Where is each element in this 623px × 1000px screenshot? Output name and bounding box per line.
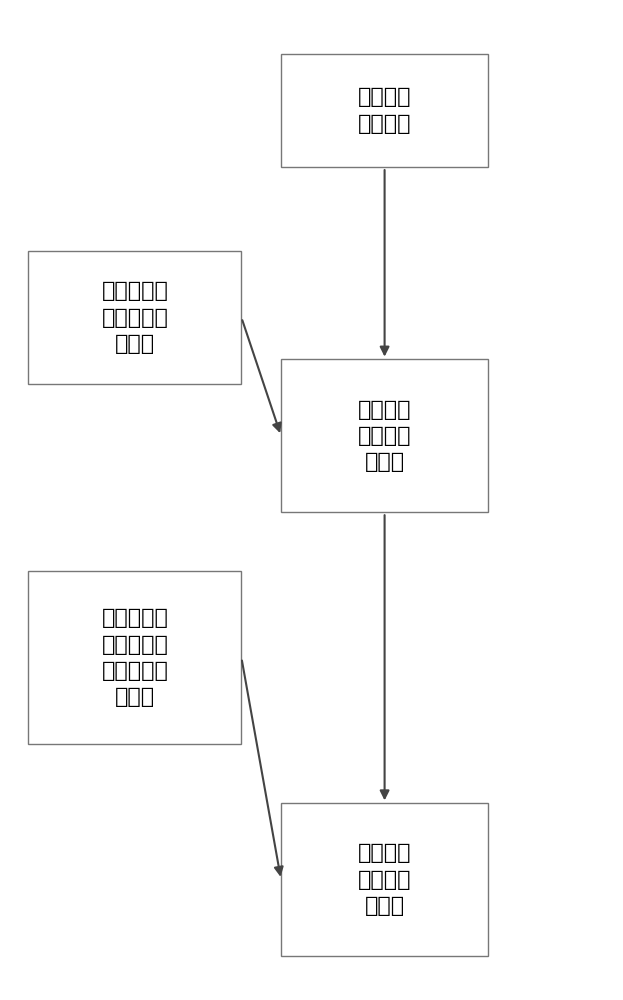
Text: 电缆束加
工信息三
维标注: 电缆束加 工信息三 维标注 bbox=[358, 400, 411, 472]
FancyBboxPatch shape bbox=[281, 359, 488, 512]
Text: 打开卫星舱
板、舱段、
整星组件三
维模型: 打开卫星舱 板、舱段、 整星组件三 维模型 bbox=[102, 608, 168, 707]
FancyBboxPatch shape bbox=[281, 54, 488, 167]
Text: 电缆束装
配信息三
维标注: 电缆束装 配信息三 维标注 bbox=[358, 843, 411, 916]
Text: 打开完整电
缆束组件三
维模型: 打开完整电 缆束组件三 维模型 bbox=[102, 281, 168, 354]
FancyBboxPatch shape bbox=[28, 251, 242, 384]
FancyBboxPatch shape bbox=[281, 803, 488, 956]
Text: 三维标注
环境设计: 三维标注 环境设计 bbox=[358, 87, 411, 134]
FancyBboxPatch shape bbox=[28, 571, 242, 744]
